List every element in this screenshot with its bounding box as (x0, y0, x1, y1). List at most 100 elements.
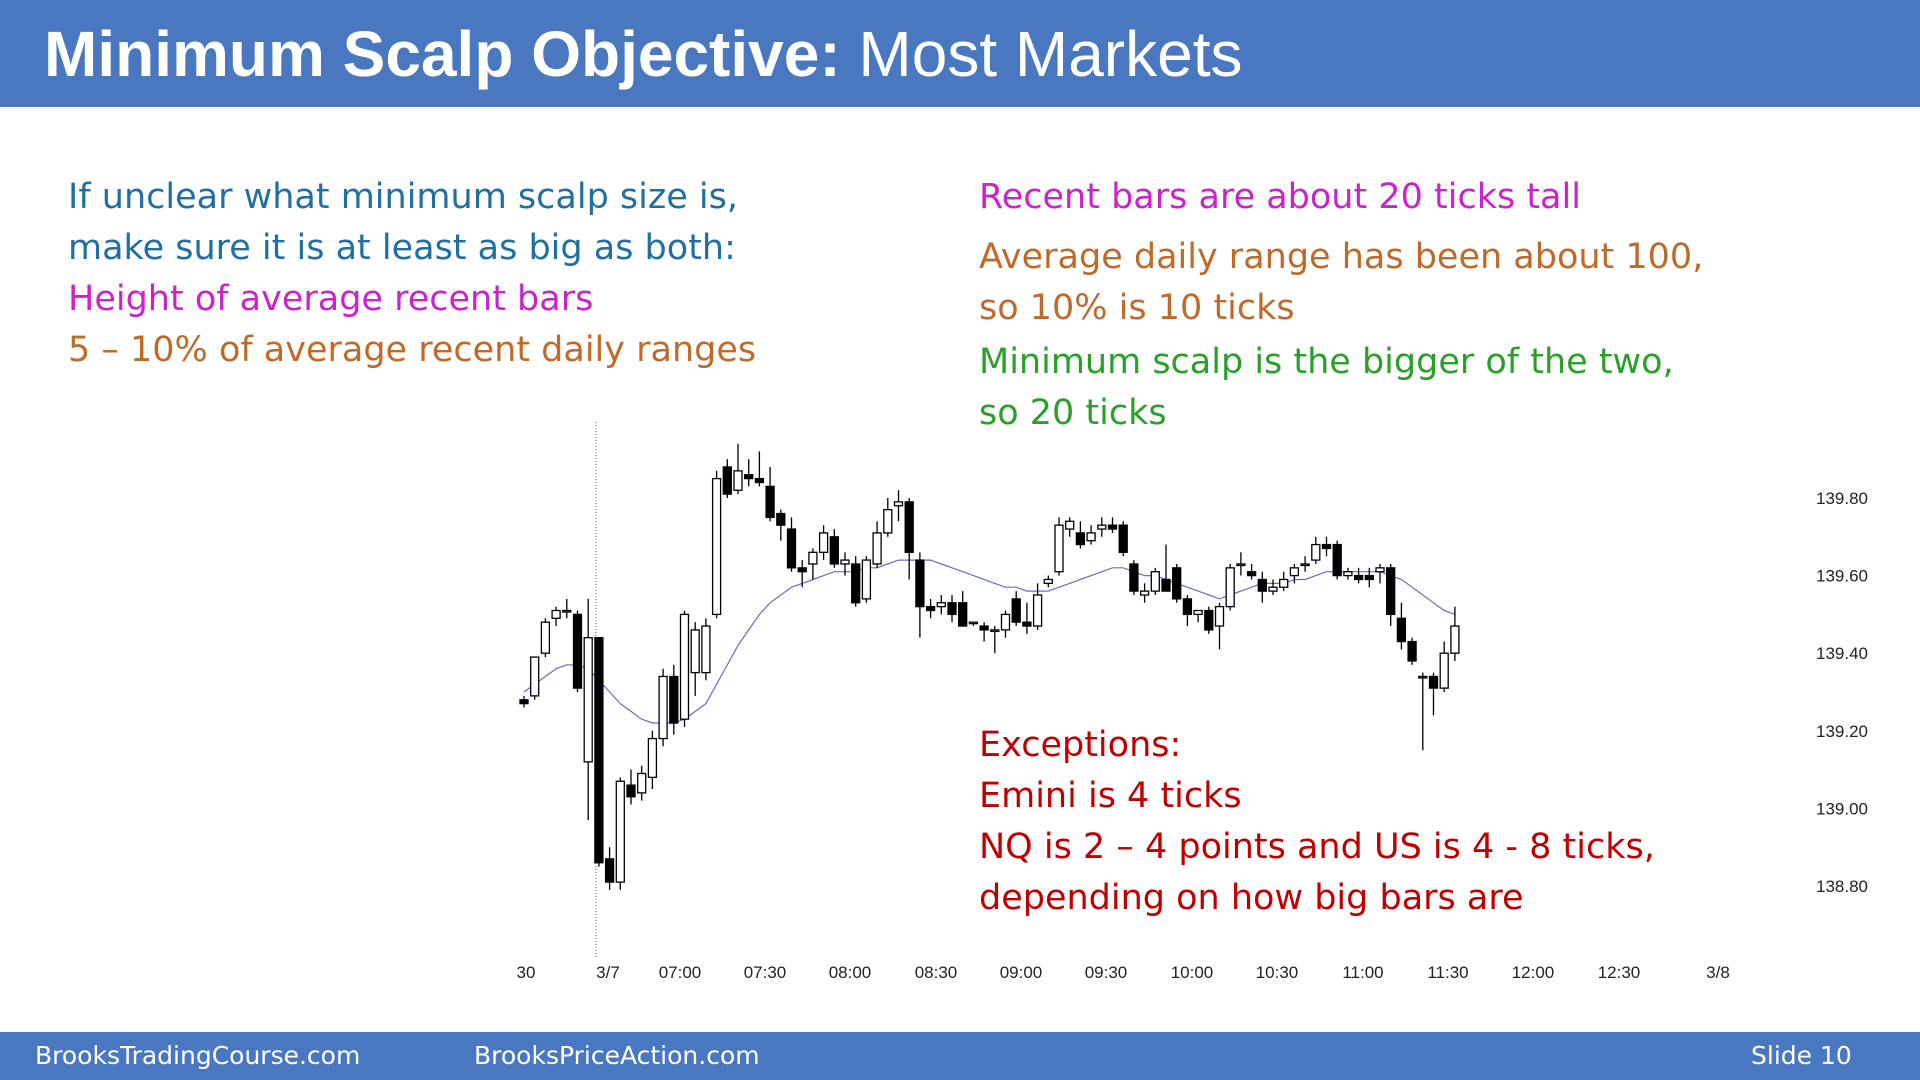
bear-candle-body (1407, 640, 1417, 662)
bear-candle-body (851, 563, 861, 604)
y-tick-label: 139.00 (1816, 799, 1868, 818)
bull-candle-body (1054, 524, 1064, 573)
x-tick-label: 11:30 (1427, 963, 1468, 982)
x-tick-label: 10:00 (1171, 963, 1214, 982)
y-tick-label: 139.60 (1816, 567, 1868, 586)
bear-candle-body (669, 675, 679, 724)
bull-candle-body (647, 737, 658, 779)
bear-candle-body (979, 625, 989, 631)
x-tick-label: 09:00 (1000, 963, 1043, 982)
bear-candle-body (572, 613, 583, 689)
range-note-line-1: Average daily range has been about 100, (979, 237, 1704, 277)
bull-candle-body (990, 629, 1000, 633)
emini-exception: Emini is 4 ticks (979, 776, 1242, 816)
nq-exception-line-1: NQ is 2 – 4 points and US is 4 - 8 ticks… (979, 827, 1655, 867)
x-tick-label: 3/7 (596, 963, 620, 982)
bear-candle-body (1118, 524, 1128, 553)
title-bar: Minimum Scalp Objective: Most Markets (0, 0, 1920, 107)
bear-candle-body (1364, 574, 1374, 581)
bear-candle-body (1428, 675, 1439, 689)
intro-line-2: make sure it is at least as big as both: (68, 228, 736, 268)
bear-candle-body (1172, 567, 1182, 600)
bear-candle-body (1321, 543, 1332, 550)
bear-candle-body (1257, 578, 1267, 592)
bear-candle-body (1246, 571, 1257, 577)
bull-candle-body (711, 477, 722, 616)
x-tick-label: 12:30 (1598, 963, 1641, 982)
minimum-scalp-line-2: so 20 ticks (979, 393, 1167, 433)
bar-height-item: Height of average recent bars (68, 279, 594, 319)
bear-candle-body (958, 602, 968, 627)
bull-candle-body (551, 609, 561, 619)
range-note-line-2: so 10% is 10 ticks (979, 288, 1295, 328)
bear-candle-body (1129, 563, 1139, 592)
slide-title: Minimum Scalp Objective: Most Markets (44, 14, 1242, 94)
x-tick-label: 12:00 (1512, 963, 1555, 982)
exceptions-heading: Exceptions: (979, 725, 1182, 765)
bull-candle-body (1418, 675, 1428, 679)
bull-candle-body (883, 508, 893, 534)
bull-candle-body (1343, 571, 1353, 577)
x-tick-label: 07:30 (744, 963, 787, 982)
x-tick-label: 30 (517, 963, 536, 982)
bull-candle-body (658, 675, 668, 740)
bars-note-line: Recent bars are about 20 ticks tall (979, 177, 1581, 217)
bear-candle-body (776, 512, 786, 526)
bear-candle-body (1161, 578, 1171, 592)
bear-candle-body (1332, 543, 1342, 577)
bull-candle-body (637, 772, 647, 794)
daily-range-item: 5 – 10% of average recent daily ranges (68, 330, 757, 370)
price-chart: 139.80 139.60 139.40 139.20 139.00 138.80 30 3/… (517, 422, 1868, 982)
slide-number: Slide 10 (1751, 1041, 1852, 1070)
x-tick-label: 11:00 (1342, 963, 1383, 982)
bull-candle-body (1311, 543, 1321, 561)
y-tick-label: 139.20 (1816, 722, 1868, 741)
bull-candle-body (1032, 594, 1043, 627)
bear-candle-body (594, 637, 604, 864)
bull-candle-body (1139, 590, 1150, 596)
bull-candle-body (1150, 571, 1160, 592)
bull-candle-body (701, 625, 711, 674)
bear-candle-body (1075, 532, 1086, 546)
minimum-scalp-note: Minimum scalp is the bigger of the two, … (979, 337, 1674, 439)
x-tick-label: 08:00 (829, 963, 872, 982)
bear-candle-body (519, 699, 529, 705)
bear-candle-body (1204, 609, 1214, 631)
bull-candle-body (861, 559, 872, 600)
x-tick-label: 08:30 (915, 963, 958, 982)
footer-site-price-action[interactable]: BrooksPriceAction.com (474, 1041, 760, 1070)
bull-candle-body (1439, 652, 1449, 689)
bull-candle-body (1450, 625, 1460, 654)
bull-candle-body (1279, 578, 1289, 588)
bear-candle-body (754, 477, 765, 484)
bull-candle-body (1225, 567, 1235, 608)
bull-candle-body (1300, 563, 1310, 567)
x-tick-label: 09:30 (1085, 963, 1128, 982)
y-tick-label: 138.80 (1816, 877, 1868, 896)
bear-candle-body (722, 466, 732, 495)
bull-candle-body (1289, 567, 1300, 577)
bear-candle-body (904, 501, 914, 553)
y-tick-label: 139.40 (1816, 644, 1868, 663)
bear-candle-body (1353, 574, 1364, 581)
bear-candle-body (925, 605, 936, 612)
nq-exception-line-2: depending on how big bars are (979, 878, 1524, 918)
bull-candle-body (1268, 586, 1278, 592)
range-note: Average daily range has been about 100, … (979, 232, 1703, 334)
bear-candle-body (947, 602, 957, 616)
intro-line-1: If unclear what minimum scalp size is, (68, 177, 738, 217)
moving-average-line (523, 559, 1456, 724)
bear-candle-body (1022, 621, 1032, 627)
bull-candle-body (893, 501, 904, 507)
bull-candle-body (1375, 567, 1385, 573)
x-tick-label: 07:00 (659, 963, 702, 982)
bull-candle-body (840, 559, 850, 565)
footer-site-trading-course[interactable]: BrooksTradingCourse.com (35, 1041, 361, 1070)
bear-candle-body (1182, 598, 1193, 616)
bear-candle-body (1396, 617, 1407, 643)
bear-candle-body (786, 528, 797, 569)
bull-candle-body (733, 470, 743, 491)
bull-candle-body (936, 602, 946, 608)
x-tick-label: 10:30 (1256, 963, 1299, 982)
bear-candle-body (797, 567, 807, 573)
